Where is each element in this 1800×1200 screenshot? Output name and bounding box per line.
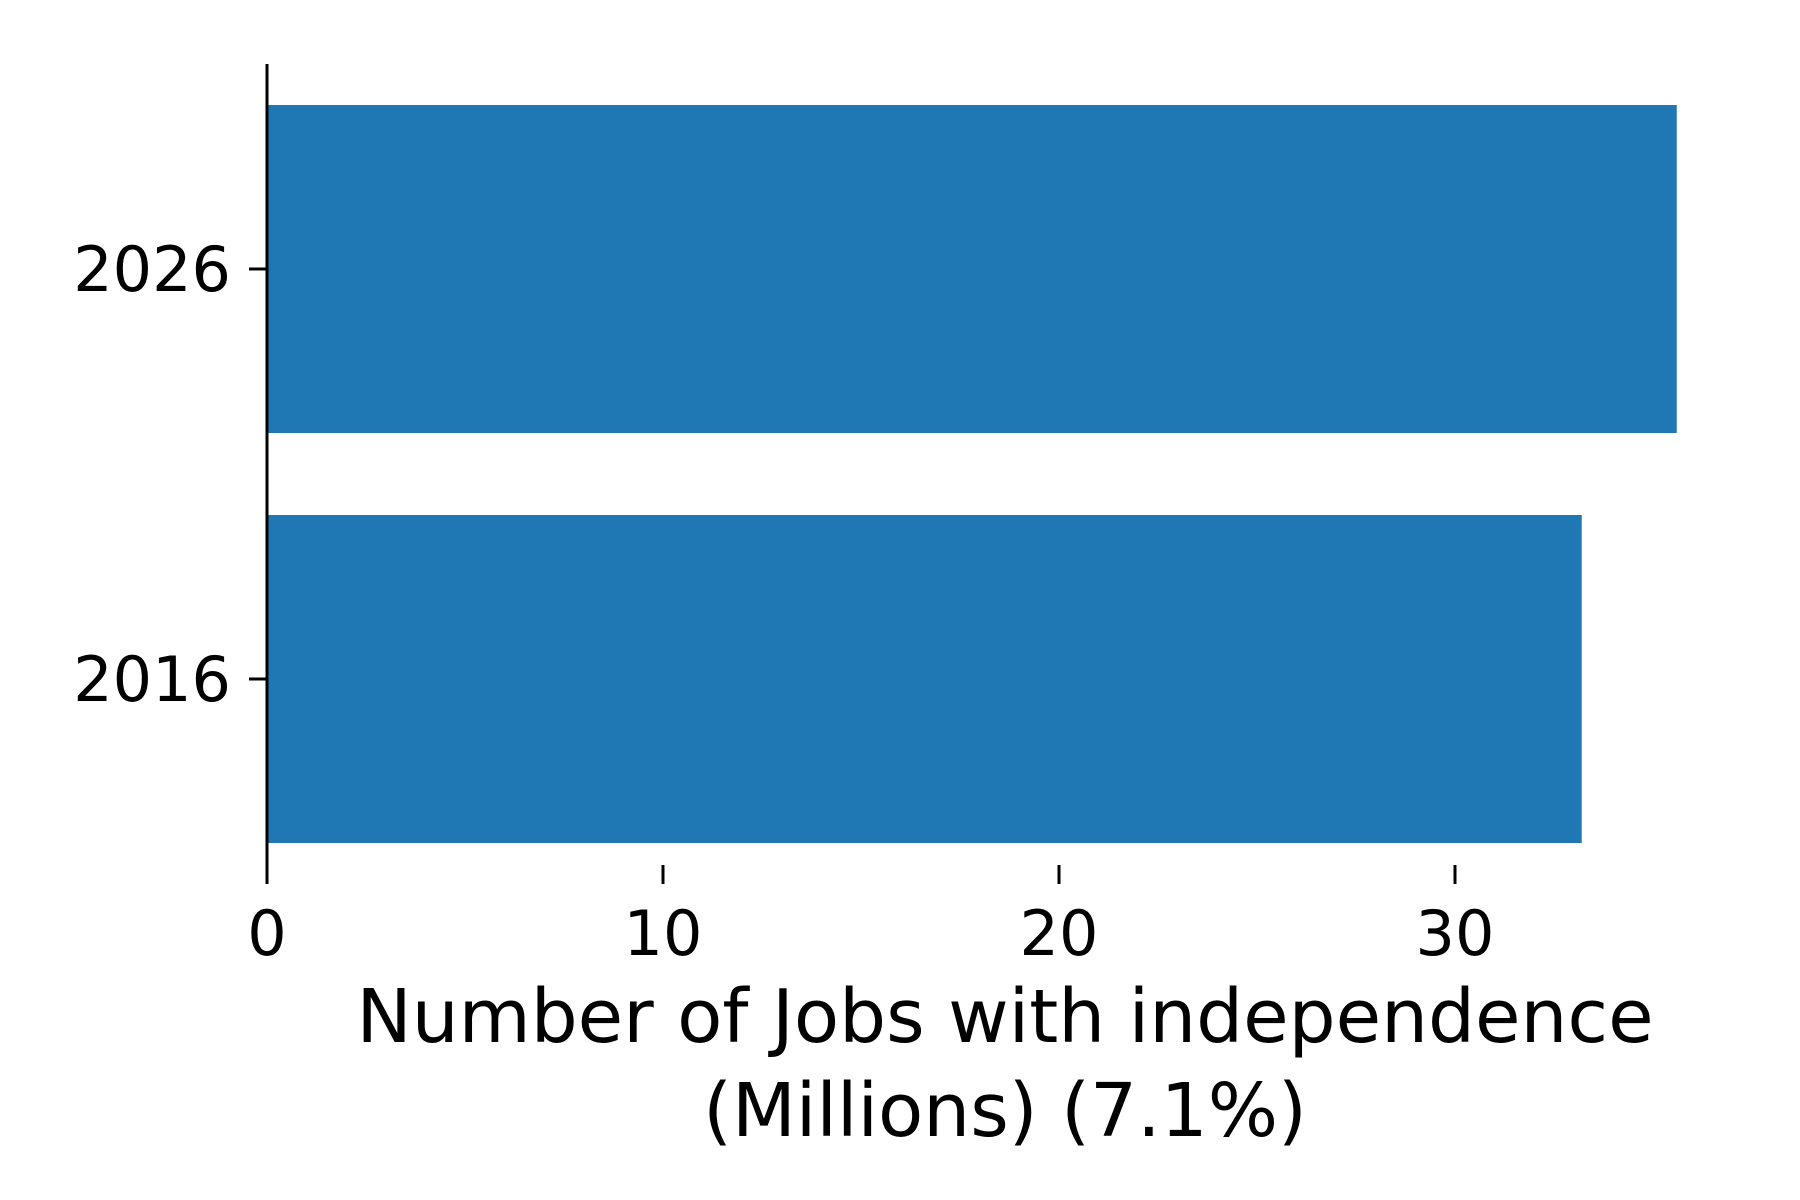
bar-2016 [267, 515, 1582, 843]
x-tick-label-10: 10 [624, 897, 703, 970]
x-axis-label-line-2: (Millions) (7.1%) [703, 1068, 1307, 1154]
bar-2026 [267, 105, 1677, 433]
bars-group [267, 105, 1677, 843]
y-axis-ticks: 2016 2026 [73, 233, 267, 716]
x-axis-ticks: 0 10 20 30 [247, 865, 1494, 970]
y-tick-label-2026: 2026 [73, 233, 231, 306]
y-tick-label-2016: 2016 [73, 643, 231, 716]
x-tick-label-20: 20 [1020, 897, 1099, 970]
x-tick-label-0: 0 [247, 897, 286, 970]
x-tick-label-30: 30 [1416, 897, 1495, 970]
x-axis-label-line-1: Number of Jobs with independence [356, 974, 1653, 1060]
